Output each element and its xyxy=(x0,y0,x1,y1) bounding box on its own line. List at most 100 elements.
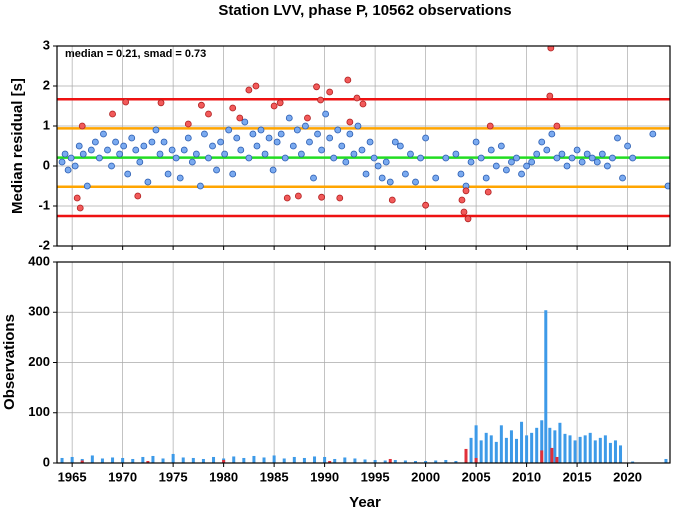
bar xyxy=(520,421,524,463)
data-point xyxy=(422,201,430,209)
data-point xyxy=(546,92,554,100)
data-point xyxy=(148,138,156,146)
bar xyxy=(70,456,74,463)
data-point xyxy=(386,178,394,186)
data-point xyxy=(253,142,261,150)
data-point xyxy=(353,94,361,102)
data-point xyxy=(197,182,204,190)
data-point xyxy=(188,158,196,166)
data-point xyxy=(306,138,313,146)
bar xyxy=(509,430,513,463)
bar xyxy=(504,437,508,463)
data-point xyxy=(609,154,616,162)
data-point xyxy=(462,187,470,195)
bar xyxy=(100,458,104,463)
bar xyxy=(525,435,529,463)
data-point xyxy=(184,134,192,142)
data-point xyxy=(649,130,657,138)
x-tick-label: 1990 xyxy=(310,469,339,484)
data-point xyxy=(553,154,561,162)
data-point xyxy=(128,134,136,142)
data-point xyxy=(96,154,103,162)
bar xyxy=(499,425,503,463)
data-point xyxy=(144,178,152,186)
bar xyxy=(131,458,135,463)
data-point xyxy=(172,154,180,162)
y-tick-label: 3 xyxy=(43,37,50,52)
data-point xyxy=(237,146,245,154)
frame xyxy=(56,261,671,464)
data-point xyxy=(518,170,525,178)
bar xyxy=(151,455,155,463)
data-point xyxy=(116,150,124,158)
data-point xyxy=(619,174,626,182)
data-point xyxy=(417,154,424,162)
y-axis-label: Median residual [s] xyxy=(9,78,26,214)
bar xyxy=(608,442,612,463)
annotation: median = 0.21, smad = 0.73 xyxy=(65,48,206,60)
data-point xyxy=(484,188,492,196)
data-point xyxy=(104,146,111,154)
data-point xyxy=(358,146,366,154)
data-point xyxy=(91,138,99,146)
bar xyxy=(222,459,226,463)
bar xyxy=(598,437,602,463)
bar xyxy=(80,460,84,463)
bar xyxy=(484,432,488,463)
data-point xyxy=(160,138,168,146)
y-tick-label: -1 xyxy=(38,197,50,212)
data-point xyxy=(209,142,216,150)
bar xyxy=(201,458,205,463)
data-point xyxy=(533,150,541,158)
bar xyxy=(558,422,562,463)
data-point xyxy=(548,130,556,138)
data-point xyxy=(164,170,172,178)
data-point xyxy=(457,170,465,178)
bar xyxy=(403,460,407,463)
data-point xyxy=(588,154,596,162)
bar xyxy=(60,457,64,463)
y-tick-label: 200 xyxy=(28,354,50,369)
data-point xyxy=(249,130,257,138)
bar xyxy=(573,440,577,463)
data-point xyxy=(513,154,520,162)
bar xyxy=(141,456,145,463)
data-point xyxy=(523,162,530,170)
data-point xyxy=(317,96,324,104)
data-point xyxy=(304,114,311,122)
bar xyxy=(514,438,518,463)
data-point xyxy=(87,146,95,154)
data-point xyxy=(547,46,555,52)
bar xyxy=(191,457,195,463)
data-point xyxy=(201,130,208,138)
bar xyxy=(583,435,587,463)
data-point xyxy=(460,208,468,216)
data-point xyxy=(346,118,354,126)
bar xyxy=(272,455,276,463)
bar xyxy=(619,445,623,463)
data-point xyxy=(366,138,374,146)
data-point xyxy=(236,114,244,122)
data-point xyxy=(342,158,350,166)
data-point xyxy=(276,99,284,107)
data-point xyxy=(472,138,480,146)
data-point xyxy=(285,114,293,122)
y-tick-label: 1 xyxy=(43,117,50,132)
data-point xyxy=(122,98,130,106)
bar xyxy=(553,430,557,463)
y-tick-label: 0 xyxy=(43,454,50,469)
data-point xyxy=(229,170,237,178)
frame xyxy=(56,45,671,247)
data-point xyxy=(664,182,670,190)
data-point xyxy=(205,154,212,162)
data-point xyxy=(176,174,184,182)
y-tick-label: -2 xyxy=(38,237,50,252)
data-point xyxy=(502,166,510,174)
bar xyxy=(323,456,327,463)
plot-area xyxy=(60,310,668,463)
data-point xyxy=(184,120,192,128)
data-point xyxy=(221,150,229,158)
data-point xyxy=(64,166,72,174)
data-point xyxy=(168,146,176,154)
data-point xyxy=(157,99,165,107)
